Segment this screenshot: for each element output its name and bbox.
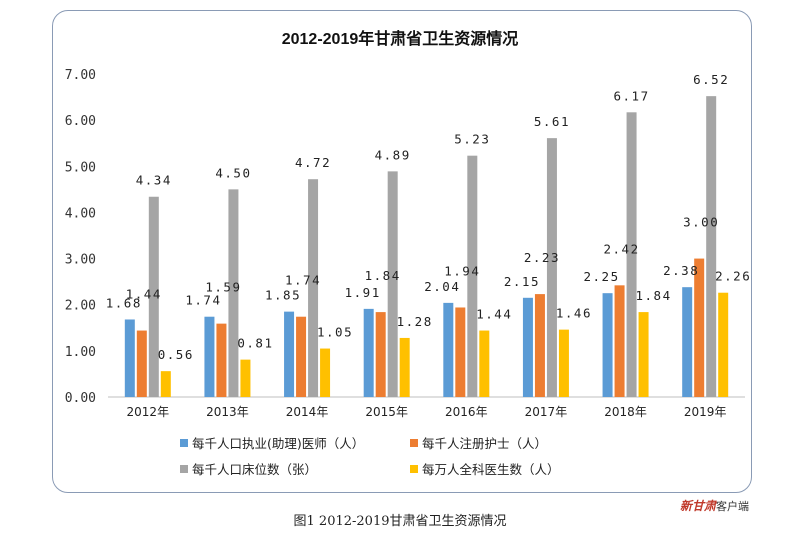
watermark-brand: 新甘肃 bbox=[680, 499, 717, 513]
bar-value-label: 4.89 bbox=[375, 147, 411, 162]
bar-value-label: 4.34 bbox=[136, 173, 172, 188]
bar-value-label: 5.23 bbox=[454, 132, 490, 147]
bar bbox=[296, 316, 307, 397]
bar-value-label: 3.00 bbox=[683, 215, 719, 230]
y-tick-label: 7.00 bbox=[65, 68, 96, 83]
bar bbox=[626, 112, 637, 397]
figure-caption: 图1 2012-2019甘肃省卫生资源情况 bbox=[293, 514, 507, 529]
legend-swatch bbox=[180, 439, 188, 447]
bar bbox=[522, 297, 533, 397]
y-tick-label: 0.00 bbox=[65, 391, 96, 406]
x-tick-label: 2012年 bbox=[127, 405, 170, 419]
bar bbox=[387, 171, 398, 397]
bar bbox=[706, 96, 717, 398]
x-tick-label: 2019年 bbox=[684, 405, 727, 419]
x-axis: 2012年 2013年 2014年 2015年 2016年 2017年 2018年 2019年 bbox=[108, 396, 745, 419]
bar-value-label: 2.26 bbox=[715, 269, 751, 284]
bar-value-label: 5.61 bbox=[534, 114, 570, 129]
bar bbox=[284, 311, 295, 397]
bar bbox=[534, 294, 545, 397]
y-axis: 0.00 1.00 2.00 3.00 4.00 5.00 6.00 7.00 bbox=[65, 68, 96, 406]
bar-value-label: 6.52 bbox=[693, 72, 729, 87]
bar bbox=[694, 258, 705, 397]
bar bbox=[136, 330, 147, 397]
bar-value-label: 1.05 bbox=[317, 325, 353, 340]
x-tick-label: 2014年 bbox=[286, 405, 329, 419]
bar bbox=[682, 287, 693, 397]
legend-label: 每千人口床位数（张） bbox=[192, 462, 317, 477]
bar-value-label: 4.50 bbox=[215, 165, 251, 180]
bar-value-label: 1.68 bbox=[106, 295, 142, 310]
bar-value-label: 1.74 bbox=[285, 273, 321, 288]
bar bbox=[443, 302, 454, 397]
bar-value-label: 2.38 bbox=[663, 263, 699, 278]
x-tick-label: 2017年 bbox=[525, 405, 568, 419]
y-tick-label: 3.00 bbox=[65, 253, 96, 268]
watermark-suffix: 客户端 bbox=[716, 500, 750, 513]
bar-value-label: 0.81 bbox=[237, 336, 273, 351]
bar-value-label: 1.84 bbox=[365, 268, 401, 283]
bar bbox=[363, 308, 374, 397]
bar bbox=[455, 307, 466, 397]
chart-title: 2012-2019年甘肃省卫生资源情况 bbox=[282, 29, 519, 48]
bar bbox=[228, 189, 239, 397]
x-tick-label: 2018年 bbox=[604, 405, 647, 419]
x-tick-label: 2015年 bbox=[365, 405, 408, 419]
bar bbox=[614, 285, 625, 397]
bar bbox=[479, 330, 490, 397]
bars bbox=[124, 96, 729, 398]
bar-value-label: 1.84 bbox=[636, 288, 672, 303]
bar-value-label: 4.72 bbox=[295, 155, 331, 170]
bar-value-label: 2.25 bbox=[584, 269, 620, 284]
bar bbox=[308, 179, 319, 397]
bar-value-label: 1.74 bbox=[185, 293, 221, 308]
bar-labels: 1.68 1.74 1.85 1.91 2.04 2.15 2.25 2.381.44 1.59… bbox=[106, 72, 751, 362]
bar bbox=[467, 155, 478, 397]
bar bbox=[546, 138, 557, 398]
legend-label: 每千人口执业(助理)医师（人） bbox=[192, 436, 364, 451]
legend-label: 每千人注册护士（人） bbox=[422, 436, 547, 451]
y-tick-label: 5.00 bbox=[65, 160, 96, 175]
bar bbox=[638, 312, 649, 397]
y-tick-label: 4.00 bbox=[65, 206, 96, 221]
bar-value-label: 6.17 bbox=[614, 88, 650, 103]
bar-value-label: 1.28 bbox=[397, 314, 433, 329]
bar-value-label: 2.15 bbox=[504, 274, 540, 289]
legend-swatch bbox=[410, 465, 418, 473]
bar-value-label: 2.23 bbox=[524, 250, 560, 265]
bar-value-label: 1.46 bbox=[556, 306, 592, 321]
bar bbox=[399, 337, 410, 397]
legend-swatch bbox=[410, 439, 418, 447]
x-tick-label: 2016年 bbox=[445, 405, 488, 419]
bar-value-label: 1.44 bbox=[476, 307, 512, 322]
bar bbox=[148, 196, 159, 397]
bar bbox=[240, 359, 251, 397]
y-tick-label: 6.00 bbox=[65, 114, 96, 129]
bar-value-label: 2.42 bbox=[604, 241, 640, 256]
bar-value-label: 0.56 bbox=[158, 347, 194, 362]
bar bbox=[602, 293, 613, 397]
bar-value-label: 1.91 bbox=[345, 285, 381, 300]
bar-value-label: 1.44 bbox=[126, 287, 162, 302]
bar bbox=[320, 348, 331, 397]
legend-label: 每万人全科医生数（人） bbox=[422, 462, 560, 477]
watermark: 新甘肃客户端 bbox=[680, 497, 749, 514]
bar bbox=[160, 371, 171, 397]
legend-swatch bbox=[180, 465, 188, 473]
x-tick-label: 2013年 bbox=[206, 405, 249, 419]
y-tick-label: 1.00 bbox=[65, 345, 96, 360]
bar bbox=[216, 323, 227, 397]
bar bbox=[718, 292, 729, 397]
bar-value-label: 1.94 bbox=[444, 263, 480, 278]
y-tick-label: 2.00 bbox=[65, 299, 96, 314]
bar-value-label: 2.04 bbox=[424, 279, 460, 294]
bar-value-label: 1.59 bbox=[205, 280, 241, 295]
bar-value-label: 1.85 bbox=[265, 288, 301, 303]
legend: 每千人口执业(助理)医师（人） 每千人注册护士（人） 每千人口床位数（张） 每万人全科… bbox=[180, 436, 560, 477]
bar bbox=[204, 316, 215, 397]
bar bbox=[124, 319, 135, 397]
bar bbox=[558, 329, 569, 397]
bar bbox=[375, 312, 386, 397]
